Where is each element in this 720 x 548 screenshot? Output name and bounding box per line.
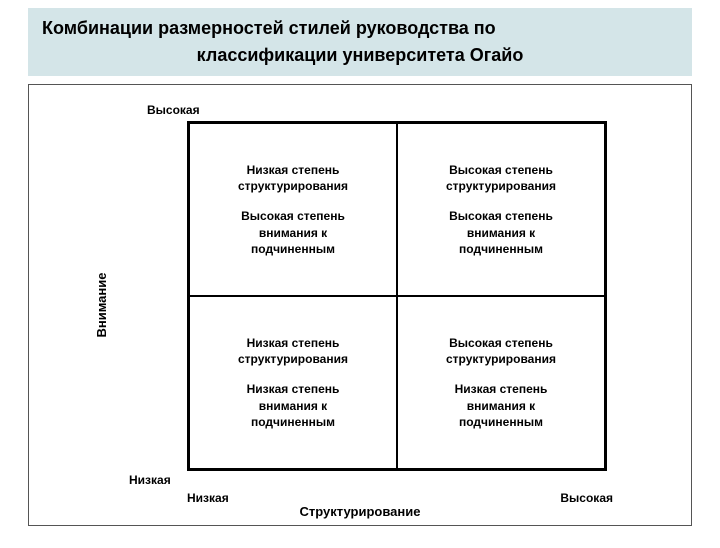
x-axis-high: Высокая xyxy=(560,491,613,505)
diagram-frame: Внимание Высокая Низкая Низкая Высокая С… xyxy=(28,84,692,526)
y-axis-label: Внимание xyxy=(94,273,109,338)
cell-bottom-right: Высокая степеньструктурирования Низкая с… xyxy=(397,296,605,469)
y-axis-low: Низкая xyxy=(129,473,171,487)
x-axis-label: Структурирование xyxy=(300,504,421,519)
cell-top-left: Низкая степеньструктурирования Высокая с… xyxy=(189,123,397,296)
cell-text: Низкая степеньвнимания кподчиненным xyxy=(455,381,548,430)
cell-text: Низкая степеньвнимания кподчиненным xyxy=(247,381,340,430)
x-axis-low: Низкая xyxy=(187,491,229,505)
cell-top-right: Высокая степеньструктурирования Высокая … xyxy=(397,123,605,296)
title-banner: Комбинации размерностей стилей руководст… xyxy=(28,8,692,76)
title-line-2: классификации университета Огайо xyxy=(42,45,678,66)
cell-text: Низкая степеньструктурирования xyxy=(238,162,348,194)
cell-text: Высокая степеньвнимания кподчиненным xyxy=(449,208,553,257)
y-axis-high: Высокая xyxy=(147,103,200,117)
cell-bottom-left: Низкая степеньструктурирования Низкая ст… xyxy=(189,296,397,469)
cell-text: Высокая степеньструктурирования xyxy=(446,335,556,367)
cell-text: Высокая степеньвнимания кподчиненным xyxy=(241,208,345,257)
matrix-2x2: Низкая степеньструктурирования Высокая с… xyxy=(187,121,607,471)
cell-text: Низкая степеньструктурирования xyxy=(238,335,348,367)
cell-text: Высокая степеньструктурирования xyxy=(446,162,556,194)
title-line-1: Комбинации размерностей стилей руководст… xyxy=(42,18,678,39)
